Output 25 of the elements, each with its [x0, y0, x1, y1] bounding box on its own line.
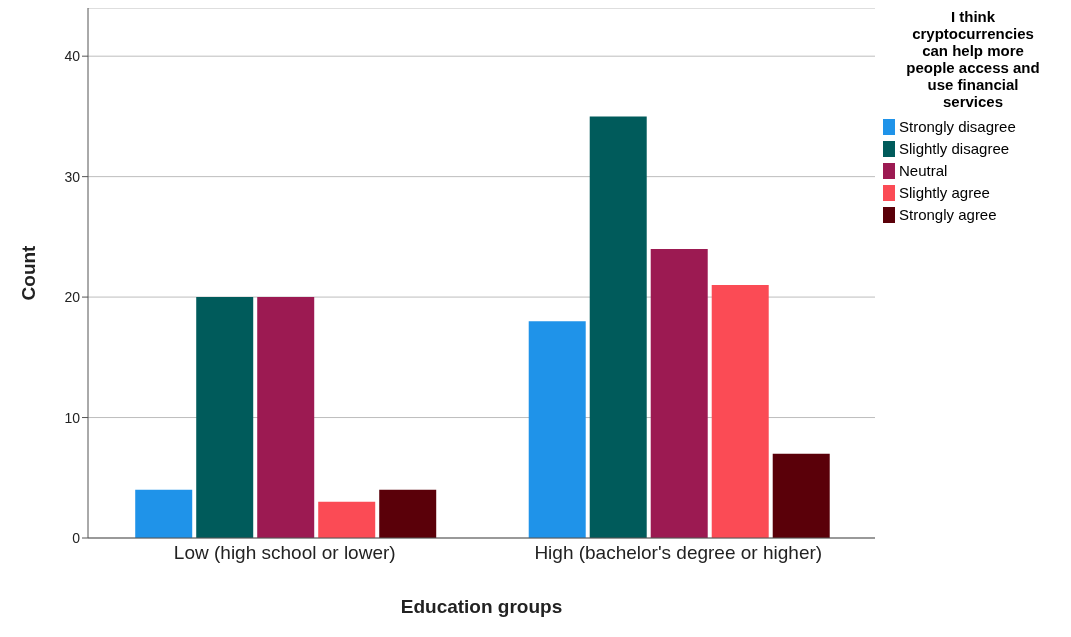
y-axis-title: Count [17, 244, 39, 301]
bar [379, 489, 437, 538]
legend-label: Strongly disagree [899, 117, 1016, 137]
bar [772, 453, 830, 538]
bar [196, 297, 254, 538]
y-tick-label: 10 [64, 409, 81, 426]
y-tick-label: 0 [72, 529, 81, 546]
bar [589, 116, 647, 538]
y-tick-label: 30 [64, 168, 81, 185]
bar [711, 285, 769, 538]
bar [650, 248, 708, 538]
bar [528, 321, 586, 538]
legend-title: I think cryptocurrencies can help more people access and use financial services [905, 8, 1041, 110]
bar [135, 489, 193, 538]
x-tick-label: High (bachelor's degree or higher) [534, 542, 823, 564]
legend-label: Slightly disagree [899, 139, 1010, 159]
legend-label: Neutral [899, 161, 948, 181]
legend-label: Slightly agree [899, 183, 990, 203]
bar [318, 501, 376, 538]
x-axis-title: Education groups [400, 596, 563, 617]
legend-label: Strongly agree [899, 205, 997, 225]
y-tick-label: 40 [64, 48, 81, 65]
y-tick-label: 20 [64, 289, 81, 306]
bar [257, 297, 315, 538]
x-tick-label: Low (high school or lower) [173, 542, 396, 564]
